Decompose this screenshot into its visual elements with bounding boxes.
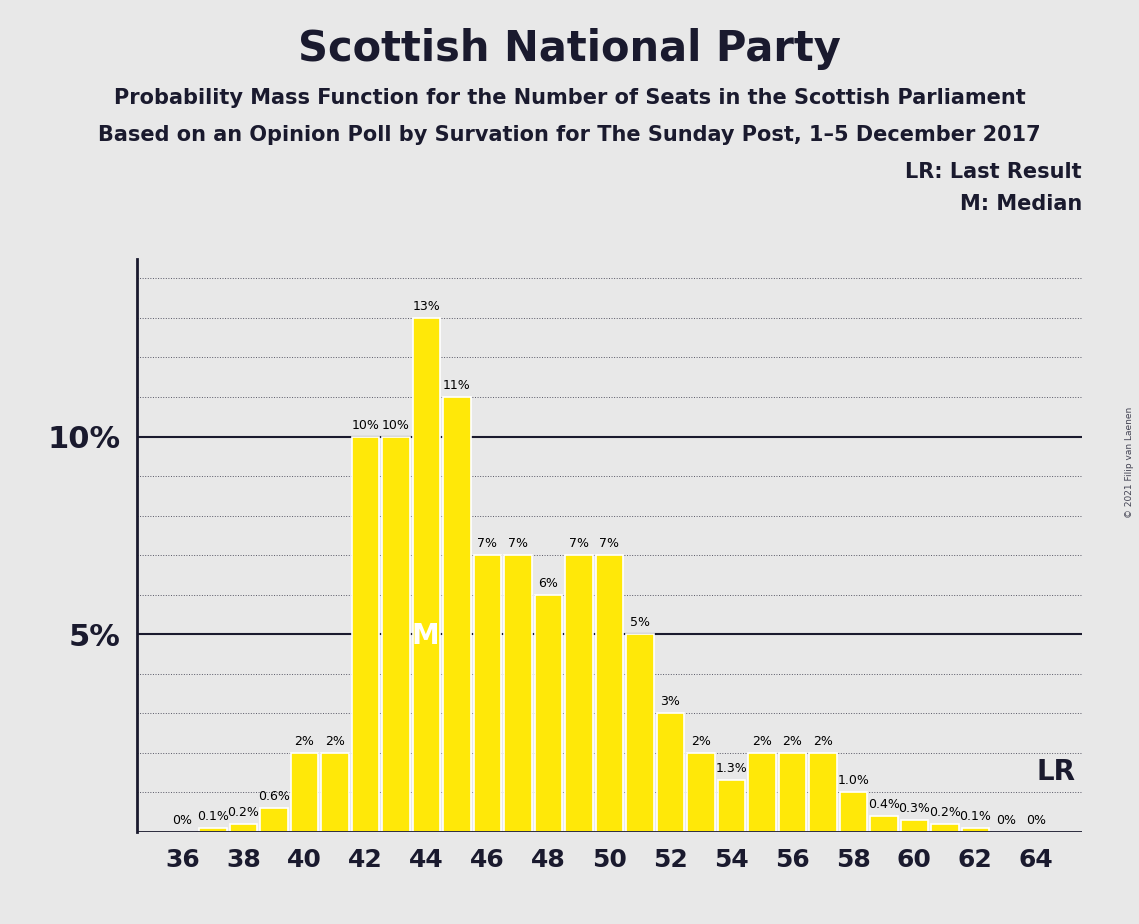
Text: 10%: 10% (352, 419, 379, 432)
Text: 2%: 2% (752, 735, 772, 748)
Bar (474, 555, 501, 832)
Text: 0.1%: 0.1% (959, 810, 991, 823)
Bar (596, 555, 623, 832)
Text: 7%: 7% (568, 537, 589, 551)
Text: M: M (411, 623, 439, 650)
Bar (961, 828, 989, 832)
Bar (321, 752, 349, 832)
Text: 2%: 2% (782, 735, 802, 748)
Text: LR: Last Result: LR: Last Result (906, 162, 1082, 182)
Bar (260, 808, 288, 832)
Bar (443, 397, 470, 832)
Text: 0%: 0% (1026, 814, 1047, 827)
Bar (383, 436, 410, 832)
Text: 0.2%: 0.2% (228, 806, 260, 819)
Bar (687, 752, 714, 832)
Text: Probability Mass Function for the Number of Seats in the Scottish Parliament: Probability Mass Function for the Number… (114, 88, 1025, 108)
Bar (901, 820, 928, 832)
Text: 2%: 2% (295, 735, 314, 748)
Text: 3%: 3% (661, 696, 680, 709)
Text: 7%: 7% (477, 537, 498, 551)
Bar (748, 752, 776, 832)
Text: 10%: 10% (382, 419, 410, 432)
Bar (290, 752, 318, 832)
Text: 5%: 5% (630, 616, 650, 629)
Bar (412, 318, 440, 832)
Text: 0%: 0% (995, 814, 1016, 827)
Text: 0%: 0% (172, 814, 192, 827)
Text: 1.0%: 1.0% (837, 774, 869, 787)
Bar (779, 752, 806, 832)
Text: 11%: 11% (443, 379, 470, 393)
Text: LR: LR (1036, 759, 1076, 786)
Bar (656, 713, 685, 832)
Text: 7%: 7% (599, 537, 620, 551)
Text: Based on an Opinion Poll by Survation for The Sunday Post, 1–5 December 2017: Based on an Opinion Poll by Survation fo… (98, 125, 1041, 145)
Text: M: Median: M: Median (960, 194, 1082, 214)
Bar (534, 594, 563, 832)
Text: 6%: 6% (539, 577, 558, 590)
Text: 0.1%: 0.1% (197, 810, 229, 823)
Text: 13%: 13% (412, 300, 441, 313)
Text: 0.6%: 0.6% (257, 790, 289, 803)
Bar (870, 816, 898, 832)
Bar (352, 436, 379, 832)
Text: © 2021 Filip van Laenen: © 2021 Filip van Laenen (1125, 407, 1134, 517)
Text: 0.3%: 0.3% (899, 802, 931, 815)
Text: 1.3%: 1.3% (715, 762, 747, 775)
Bar (931, 823, 959, 832)
Bar (718, 780, 745, 832)
Bar (230, 823, 257, 832)
Text: 0.2%: 0.2% (929, 806, 961, 819)
Bar (839, 792, 867, 832)
Text: 7%: 7% (508, 537, 527, 551)
Bar (505, 555, 532, 832)
Text: 0.4%: 0.4% (868, 798, 900, 811)
Text: Scottish National Party: Scottish National Party (298, 28, 841, 69)
Text: 2%: 2% (325, 735, 345, 748)
Bar (565, 555, 592, 832)
Bar (626, 634, 654, 832)
Bar (199, 828, 227, 832)
Bar (809, 752, 836, 832)
Text: 2%: 2% (813, 735, 833, 748)
Text: 2%: 2% (691, 735, 711, 748)
